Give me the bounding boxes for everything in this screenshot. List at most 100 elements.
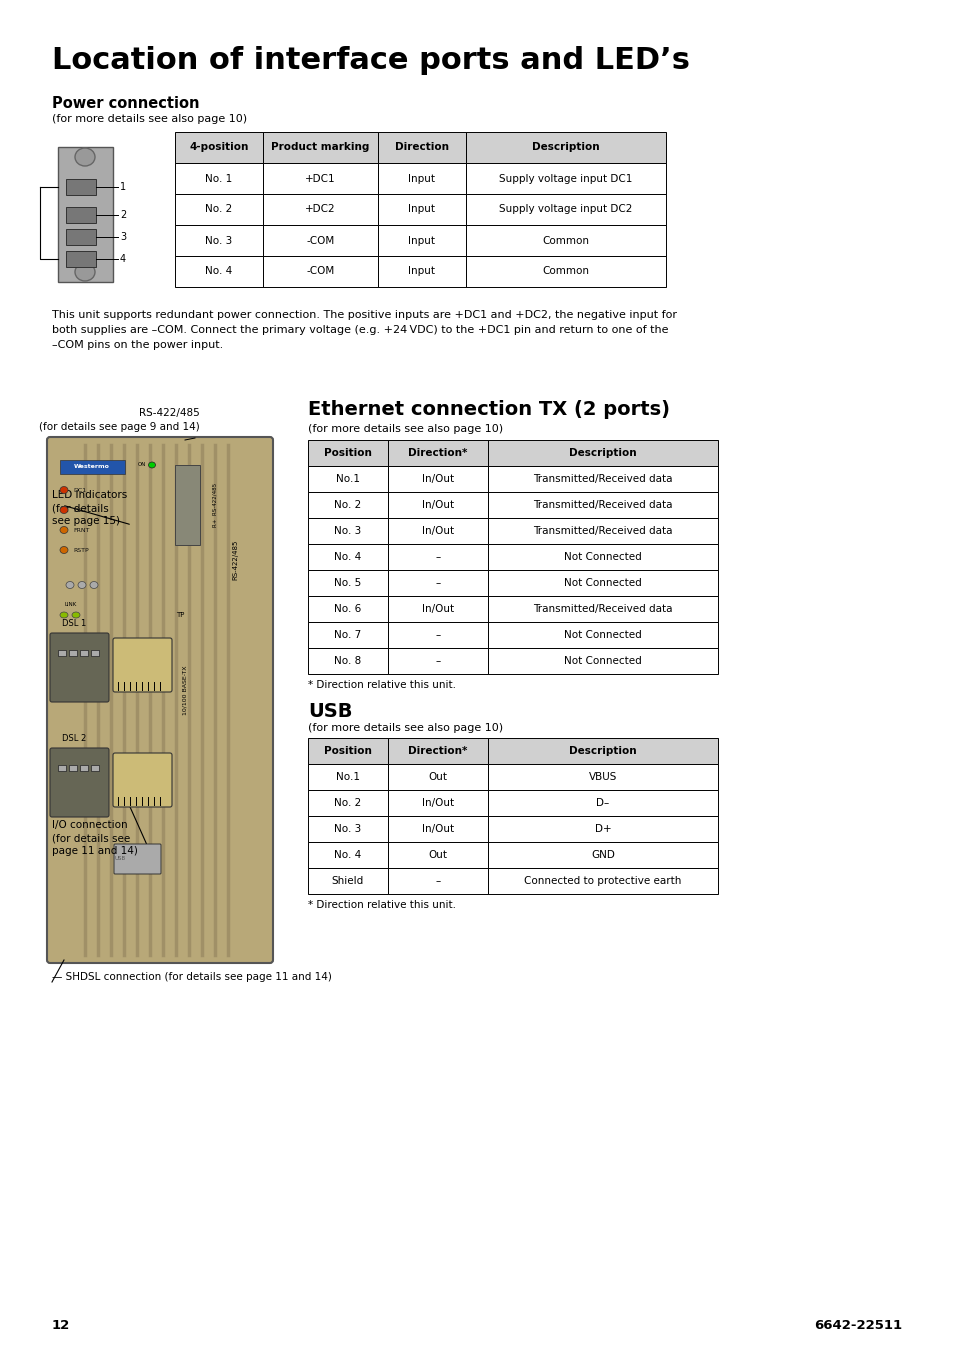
Bar	[388, 649, 488, 674]
Text: (for more details see also page 10): (for more details see also page 10)	[52, 114, 247, 125]
Bar	[488, 596, 718, 621]
Text: No. 4: No. 4	[334, 552, 361, 562]
Bar	[308, 596, 388, 621]
Ellipse shape	[78, 581, 86, 589]
Text: –: –	[435, 630, 440, 640]
Text: Product marking: Product marking	[271, 142, 370, 153]
Bar	[91, 650, 99, 655]
Text: Westermo: Westermo	[74, 464, 110, 470]
Text: Description: Description	[569, 448, 637, 458]
Bar	[80, 765, 88, 770]
Bar	[308, 868, 388, 894]
Text: ON: ON	[137, 463, 146, 467]
Bar	[377, 256, 465, 287]
Bar	[388, 816, 488, 842]
Text: RSTP: RSTP	[73, 547, 89, 552]
Text: * Direction relative this unit.: * Direction relative this unit.	[308, 680, 456, 691]
Bar	[308, 519, 388, 544]
Text: 1: 1	[120, 181, 126, 192]
Bar	[308, 764, 388, 789]
Bar	[66, 207, 96, 223]
Text: Not Connected: Not Connected	[563, 552, 641, 562]
Text: GND: GND	[591, 850, 615, 860]
FancyBboxPatch shape	[47, 437, 273, 963]
Bar	[388, 738, 488, 764]
Text: Shield: Shield	[332, 876, 364, 886]
Text: LED Indicators
(for details
see page 15): LED Indicators (for details see page 15)	[52, 490, 127, 527]
Text: Power connection: Power connection	[52, 96, 199, 111]
Bar	[263, 225, 377, 256]
Text: Direction*: Direction*	[408, 448, 467, 458]
Text: Common: Common	[542, 236, 589, 245]
Text: DC1: DC1	[73, 487, 86, 493]
Ellipse shape	[75, 263, 95, 282]
Bar	[465, 194, 665, 225]
Bar	[80, 650, 88, 655]
Text: 12: 12	[52, 1319, 71, 1332]
Text: Transmitted/Received data: Transmitted/Received data	[533, 525, 672, 536]
Bar	[488, 492, 718, 519]
Text: 6642-22511: 6642-22511	[813, 1319, 901, 1332]
Bar	[69, 650, 77, 655]
Text: Location of interface ports and LED’s: Location of interface ports and LED’s	[52, 46, 689, 74]
FancyBboxPatch shape	[112, 753, 172, 807]
Ellipse shape	[60, 527, 68, 533]
FancyBboxPatch shape	[112, 638, 172, 692]
Text: (for details see page 9 and 14): (for details see page 9 and 14)	[39, 422, 200, 432]
Bar	[388, 621, 488, 649]
Text: Description: Description	[569, 746, 637, 756]
Text: RS-422/485: RS-422/485	[139, 408, 200, 418]
Bar	[308, 738, 388, 764]
Bar	[388, 440, 488, 466]
Text: No. 4: No. 4	[334, 850, 361, 860]
Text: Common: Common	[542, 267, 589, 276]
Text: Transmitted/Received data: Transmitted/Received data	[533, 500, 672, 510]
Bar	[308, 842, 388, 868]
Bar	[377, 225, 465, 256]
Bar	[308, 789, 388, 816]
Text: RS-422/485: RS-422/485	[232, 540, 237, 580]
Text: 4: 4	[120, 255, 126, 264]
Text: No. 1: No. 1	[205, 173, 233, 184]
Text: In/Out: In/Out	[421, 604, 454, 613]
Text: Not Connected: Not Connected	[563, 630, 641, 640]
Bar	[66, 179, 96, 195]
Text: Input: Input	[408, 267, 435, 276]
Bar	[263, 131, 377, 162]
Text: * Direction relative this unit.: * Direction relative this unit.	[308, 900, 456, 910]
Bar	[308, 649, 388, 674]
Text: No. 3: No. 3	[334, 525, 361, 536]
FancyBboxPatch shape	[50, 747, 109, 816]
Text: D+: D+	[594, 825, 611, 834]
Text: VBUS: VBUS	[588, 772, 617, 783]
Text: 10/100 BASE-TX: 10/100 BASE-TX	[182, 665, 188, 715]
Text: In/Out: In/Out	[421, 474, 454, 483]
Text: +DC1: +DC1	[305, 173, 335, 184]
Bar	[488, 649, 718, 674]
Text: Not Connected: Not Connected	[563, 655, 641, 666]
Bar	[58, 650, 66, 655]
Bar	[308, 440, 388, 466]
Bar	[488, 466, 718, 492]
Bar	[465, 131, 665, 162]
Ellipse shape	[60, 506, 68, 513]
Bar	[58, 765, 66, 770]
Ellipse shape	[60, 547, 68, 554]
Bar	[60, 460, 125, 474]
Text: No. 2: No. 2	[205, 204, 233, 214]
Bar	[488, 570, 718, 596]
FancyBboxPatch shape	[50, 634, 109, 701]
Bar	[174, 131, 263, 162]
Ellipse shape	[66, 581, 74, 589]
Bar	[465, 256, 665, 287]
Text: — SHDSL connection (for details see page 11 and 14): — SHDSL connection (for details see page…	[52, 972, 332, 982]
Ellipse shape	[149, 462, 155, 468]
Bar	[66, 250, 96, 267]
Bar	[174, 256, 263, 287]
Bar	[377, 131, 465, 162]
Text: Position: Position	[324, 746, 372, 756]
Bar	[488, 621, 718, 649]
Text: LINK: LINK	[65, 603, 77, 608]
Text: -COM: -COM	[306, 236, 335, 245]
Text: Transmitted/Received data: Transmitted/Received data	[533, 604, 672, 613]
